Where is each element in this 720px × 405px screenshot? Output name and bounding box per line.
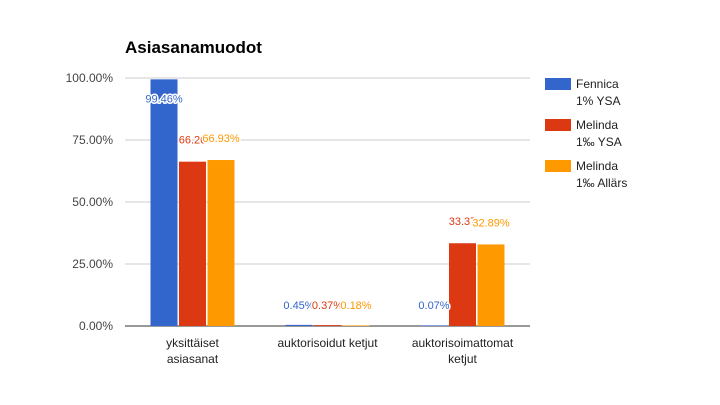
- data-label: 33.37: [449, 216, 477, 228]
- data-label: 0.45%: [283, 300, 314, 312]
- legend-label: Fennica 1% YSA: [576, 77, 620, 108]
- legend-swatch: [545, 160, 571, 172]
- bars: [150, 79, 505, 326]
- x-category-label: auktorisoidut ketjut: [277, 336, 378, 350]
- y-tick-label: 50.00%: [72, 195, 113, 209]
- bar: [150, 79, 178, 326]
- bar: [314, 325, 341, 326]
- legend-label: Melinda 1‰ Allärs: [576, 159, 627, 190]
- bar: [342, 325, 370, 326]
- data-label: 99.46%: [145, 93, 183, 105]
- bar: [285, 324, 313, 326]
- x-category-label: auktorisoimattomat ketjut: [412, 336, 514, 366]
- y-tick-label: 100.00%: [66, 71, 114, 85]
- legend-label: Melinda 1‰ YSA: [576, 118, 622, 149]
- bar: [449, 243, 476, 326]
- data-label: 66.26: [179, 135, 207, 147]
- y-tick-label: 0.00%: [79, 319, 113, 333]
- bar: [179, 161, 206, 326]
- chart-title: Asiasanamuodot: [125, 38, 262, 57]
- y-tick-label: 25.00%: [72, 257, 113, 271]
- data-label: 0.18%: [340, 300, 371, 312]
- bar: [207, 160, 235, 326]
- data-label: 66.93%: [202, 133, 240, 145]
- bar: [477, 244, 505, 326]
- legend-swatch: [545, 78, 571, 90]
- data-label: 0.07%: [418, 300, 449, 312]
- y-axis-ticks: 0.00% 25.00% 50.00% 75.00% 100.00%: [66, 71, 114, 333]
- x-axis-categories: yksittäiset asiasanat auktorisoidut ketjut…: [166, 336, 514, 366]
- data-label: 0.37%: [312, 300, 343, 312]
- x-category-label: yksittäiset asiasanat: [166, 336, 219, 366]
- bar: [420, 325, 448, 326]
- data-label: 32.89%: [472, 217, 510, 229]
- y-tick-label: 75.00%: [72, 133, 113, 147]
- legend: Fennica 1% YSA Melinda 1‰ YSA Melinda 1‰ Allä…: [545, 77, 627, 190]
- legend-swatch: [545, 119, 571, 131]
